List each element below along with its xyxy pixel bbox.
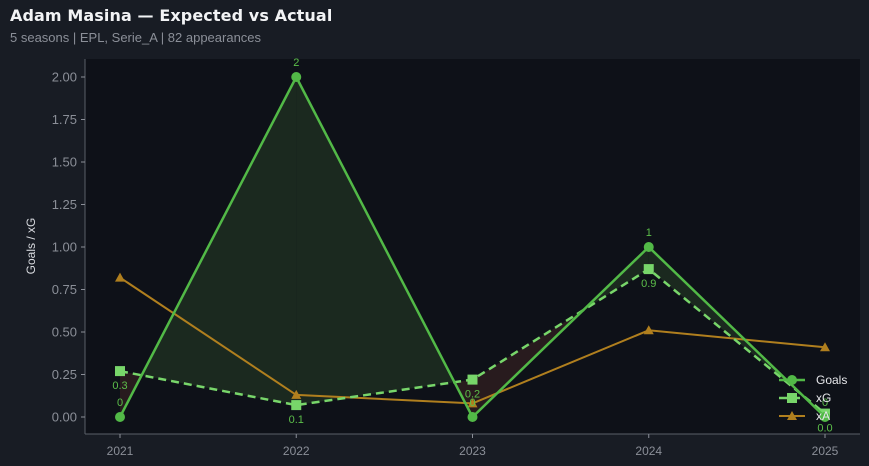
goals-circle-marker xyxy=(467,412,478,422)
y-tick-label: 1.75 xyxy=(52,112,77,127)
xg-data-label: 0.9 xyxy=(641,278,656,290)
y-tick-label: 2.00 xyxy=(52,70,77,85)
goals-circle-marker xyxy=(643,242,654,252)
xa-triangle-marker xyxy=(115,272,125,282)
legend-xa-marker xyxy=(787,411,797,420)
xg-data-label: 0.2 xyxy=(465,389,480,401)
xg-square-marker xyxy=(291,400,302,411)
goals-circle-marker xyxy=(115,412,125,422)
goals-data-label: 0 xyxy=(117,397,123,409)
xa-triangle-marker xyxy=(291,389,302,399)
xg-data-label: 0.3 xyxy=(112,380,127,392)
legend-xa-label: xA xyxy=(816,409,830,423)
y-tick-label: 0.75 xyxy=(52,282,77,297)
y-tick-label: 1.25 xyxy=(52,197,77,212)
legend-goals-label: Goals xyxy=(816,373,847,387)
chart-subtitle: 5 seasons | EPL, Serie_A | 82 appearance… xyxy=(10,30,262,45)
series-lines xyxy=(115,72,830,422)
xa-triangle-marker xyxy=(643,325,654,335)
y-tick-label: 0.00 xyxy=(52,410,77,425)
y-tick-label: 1.50 xyxy=(52,155,77,170)
xg-data-label: 0.0 xyxy=(817,423,832,435)
x-tick-label: 2025 xyxy=(812,444,839,458)
y-tick-label: 1.00 xyxy=(52,240,77,255)
xg-data-label: 0.1 xyxy=(289,414,304,426)
goals-data-label: 2 xyxy=(293,57,299,69)
x-tick-label: 2022 xyxy=(283,444,310,458)
axes: 0.000.250.500.751.001.251.501.752.002021… xyxy=(24,59,860,458)
x-tick-label: 2023 xyxy=(459,444,486,458)
goals-data-label: 1 xyxy=(646,227,652,239)
xg-square-marker xyxy=(467,374,478,385)
y-axis-title: Goals / xG xyxy=(24,218,38,275)
overperformance-fill xyxy=(296,77,455,406)
legend-xg-marker xyxy=(787,393,797,403)
goals-data-label: 0 xyxy=(469,397,475,409)
xg-square-marker xyxy=(115,366,125,377)
y-tick-label: 0.25 xyxy=(52,367,77,382)
overperformance-fill xyxy=(141,77,297,406)
legend: Goals xG xA xyxy=(779,373,847,423)
x-tick-label: 2024 xyxy=(635,444,662,458)
goals-circle-marker xyxy=(291,72,302,82)
xa-triangle-marker xyxy=(467,398,478,408)
legend-xg-label: xG xyxy=(816,391,831,405)
chart-title: Adam Masina — Expected vs Actual xyxy=(10,6,333,25)
legend-goals-marker xyxy=(787,375,797,385)
y-tick-label: 0.50 xyxy=(52,325,77,340)
goals-data-label: 0 xyxy=(822,397,828,409)
xa-triangle-marker xyxy=(820,342,830,352)
data-labels: 0 2 0 1 0 0.3 0.1 0.2 0.9 0.0 xyxy=(112,57,832,435)
xg-square-marker xyxy=(643,264,654,275)
x-tick-label: 2021 xyxy=(107,444,134,458)
goals-circle-marker xyxy=(820,412,830,422)
